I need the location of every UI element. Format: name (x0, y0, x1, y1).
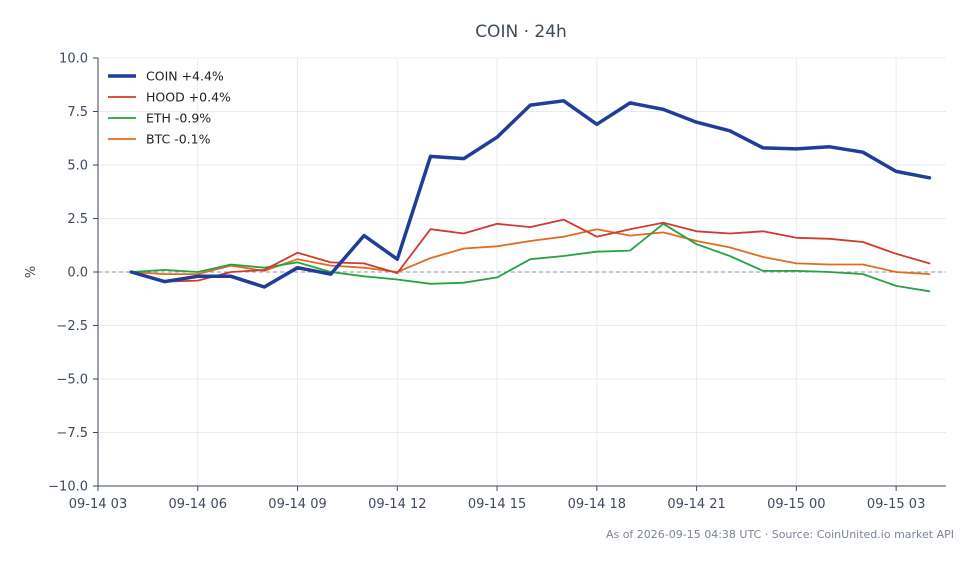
series-line-2 (130, 222, 931, 293)
y-tick-label: 7.5 (67, 105, 88, 120)
series-lines (129, 99, 932, 293)
x-tick-label: 09-14 03 (69, 497, 127, 512)
x-tick-label: 09-14 09 (268, 497, 326, 512)
y-tick-label: 2.5 (67, 212, 88, 227)
axes (93, 57, 946, 491)
y-tick-label: −10.0 (48, 480, 88, 495)
y-tick-label: −7.5 (56, 426, 88, 441)
legend-entry: BTC -0.1% (146, 132, 211, 147)
x-tick-labels: 09-14 03 09-14 06 09-14 09 09-14 12 09-14 15… (69, 497, 926, 512)
x-tick-label: 09-14 21 (667, 497, 725, 512)
chart-title: COIN · 24h (475, 22, 567, 42)
x-tick-label: 09-14 12 (368, 497, 426, 512)
legend: COIN +4.4% HOOD +0.4% ETH -0.9% BTC -0.1% (108, 69, 231, 147)
x-tick-label: 09-14 18 (568, 497, 626, 512)
y-tick-label: 10.0 (59, 52, 88, 67)
y-tick-label: −5.0 (56, 373, 88, 388)
legend-entry: HOOD +0.4% (146, 90, 231, 105)
x-tick-label: 09-15 00 (767, 497, 825, 512)
y-tick-labels: 10.0 7.5 5.0 2.5 0.0 −2.5 −5.0 −7.5 −10.0 (48, 52, 88, 495)
x-tick-label: 09-14 15 (468, 497, 526, 512)
y-tick-label: 0.0 (67, 266, 88, 281)
y-tick-label: 5.0 (67, 159, 88, 174)
series-line-0 (129, 99, 932, 289)
legend-entry: ETH -0.9% (146, 111, 211, 126)
x-tick-label: 09-14 06 (169, 497, 227, 512)
series-line-3 (130, 228, 931, 276)
y-tick-label: −2.5 (56, 319, 88, 334)
source-footer: As of 2026-09-15 04:38 UTC · Source: Coi… (606, 528, 954, 541)
x-tick-label: 09-15 03 (867, 497, 925, 512)
y-axis-label: % (24, 266, 39, 278)
series-line-1 (130, 218, 931, 283)
legend-entry: COIN +4.4% (146, 69, 224, 84)
